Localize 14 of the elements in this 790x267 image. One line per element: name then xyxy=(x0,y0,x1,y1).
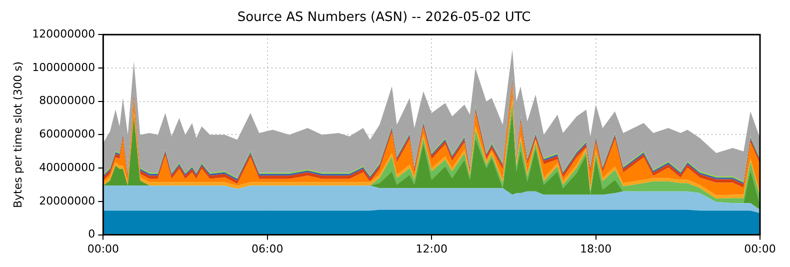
y-tick-label: 80000000 xyxy=(39,94,96,108)
y-tick-label: 100000000 xyxy=(32,60,96,74)
y-tick-label: 40000000 xyxy=(39,160,96,174)
chart-title: Source AS Numbers (ASN) -- 2026-05-02 UTC xyxy=(237,10,531,26)
x-tick-label: 00:00 xyxy=(87,242,120,256)
x-tick-label: 18:00 xyxy=(580,242,612,256)
x-tick-label: 12:00 xyxy=(416,242,448,256)
x-tick-label: 00:00 xyxy=(744,242,776,256)
x-tick-label: 06:00 xyxy=(252,242,284,256)
y-tick-label: 0 xyxy=(88,228,96,241)
y-tick-label: 60000000 xyxy=(39,128,96,141)
y-axis-title: Bytes per time slot (300 s) xyxy=(11,61,24,208)
y-tick-label: 120000000 xyxy=(32,27,96,40)
y-tick-label: 20000000 xyxy=(39,194,96,208)
